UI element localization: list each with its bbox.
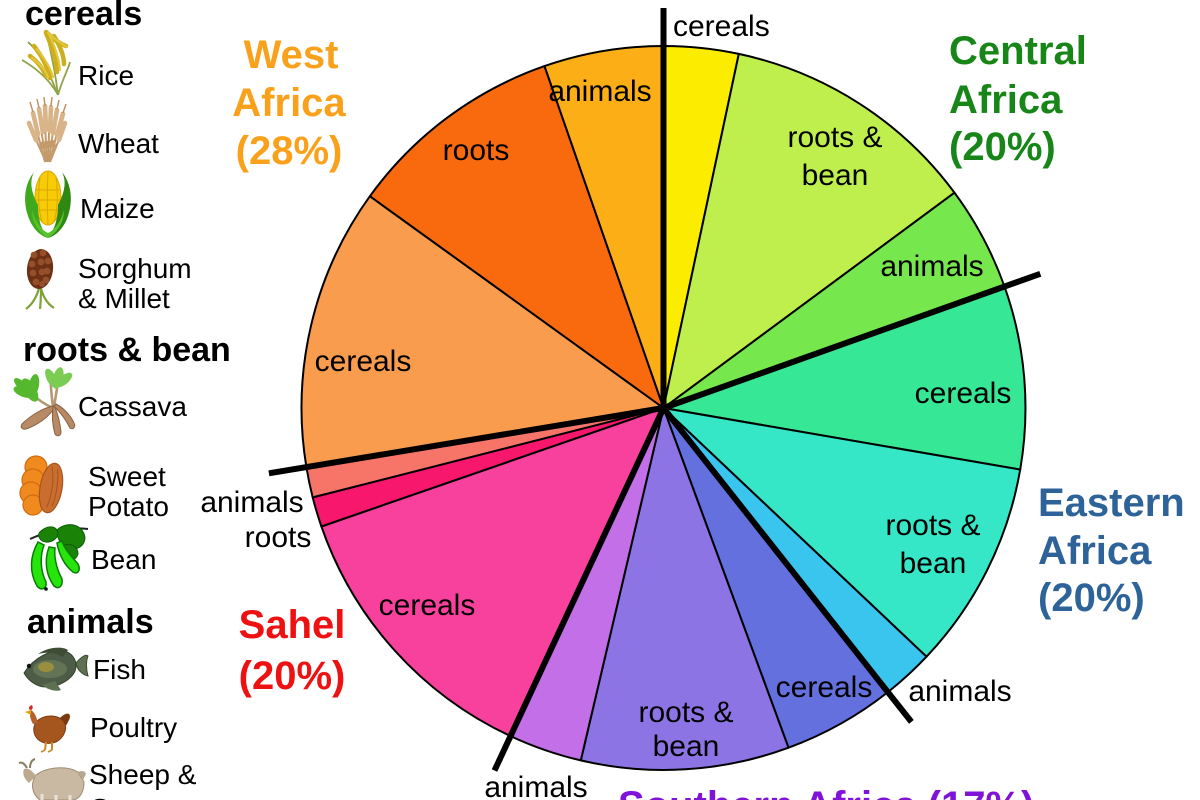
svg-text:West: West (244, 33, 339, 77)
svg-text:bean: bean (802, 159, 869, 192)
svg-text:Fish: Fish (93, 654, 146, 685)
svg-text:Cassava: Cassava (78, 391, 187, 422)
svg-text:Bean: Bean (91, 544, 156, 575)
svg-text:Wheat: Wheat (78, 128, 159, 159)
svg-text:animals: animals (908, 675, 1011, 708)
svg-text:Rice: Rice (78, 60, 134, 91)
svg-text:animals: animals (880, 250, 983, 283)
svg-text:Africa: Africa (949, 78, 1063, 122)
svg-text:Sahel: Sahel (239, 603, 346, 647)
svg-text:cereals: cereals (673, 10, 770, 43)
svg-text:cereals: cereals (25, 0, 142, 33)
svg-text:animals: animals (548, 75, 651, 108)
svg-text:roots: roots (245, 521, 312, 554)
svg-text:animals: animals (200, 486, 303, 519)
svg-text:Sheep &: Sheep & (89, 759, 197, 790)
svg-text:Africa: Africa (232, 81, 346, 125)
svg-text:cereals: cereals (379, 589, 476, 622)
svg-text:(20%): (20%) (949, 125, 1056, 169)
svg-text:cereals: cereals (776, 671, 873, 704)
svg-text:cereals: cereals (315, 345, 412, 378)
svg-text:(28%): (28%) (236, 129, 343, 173)
svg-text:Africa: Africa (1038, 529, 1152, 573)
svg-text:Poultry: Poultry (90, 712, 177, 743)
svg-text:Sorghum: Sorghum (78, 253, 192, 284)
svg-text:animals: animals (27, 603, 154, 641)
svg-text:& Millet: & Millet (78, 283, 170, 314)
svg-text:(20%): (20%) (1038, 576, 1145, 620)
svg-text:bean: bean (653, 730, 720, 763)
svg-text:Goats: Goats (89, 793, 164, 800)
svg-text:Eastern: Eastern (1038, 481, 1185, 525)
svg-text:bean: bean (900, 547, 967, 580)
svg-text:Southern Africa (17%): Southern Africa (17%) (618, 784, 1034, 800)
svg-text:Maize: Maize (80, 193, 155, 224)
svg-text:roots &: roots & (787, 121, 882, 154)
svg-text:roots & bean: roots & bean (23, 331, 231, 369)
svg-text:Sweet: Sweet (88, 461, 166, 492)
svg-text:roots &: roots & (638, 696, 733, 729)
svg-text:cereals: cereals (915, 377, 1012, 410)
svg-text:roots: roots (443, 134, 510, 167)
svg-text:roots &: roots & (885, 509, 980, 542)
svg-text:animals: animals (484, 771, 587, 800)
svg-text:Potato: Potato (88, 491, 169, 522)
svg-text:(20%): (20%) (239, 654, 346, 698)
svg-text:Central: Central (949, 29, 1087, 73)
